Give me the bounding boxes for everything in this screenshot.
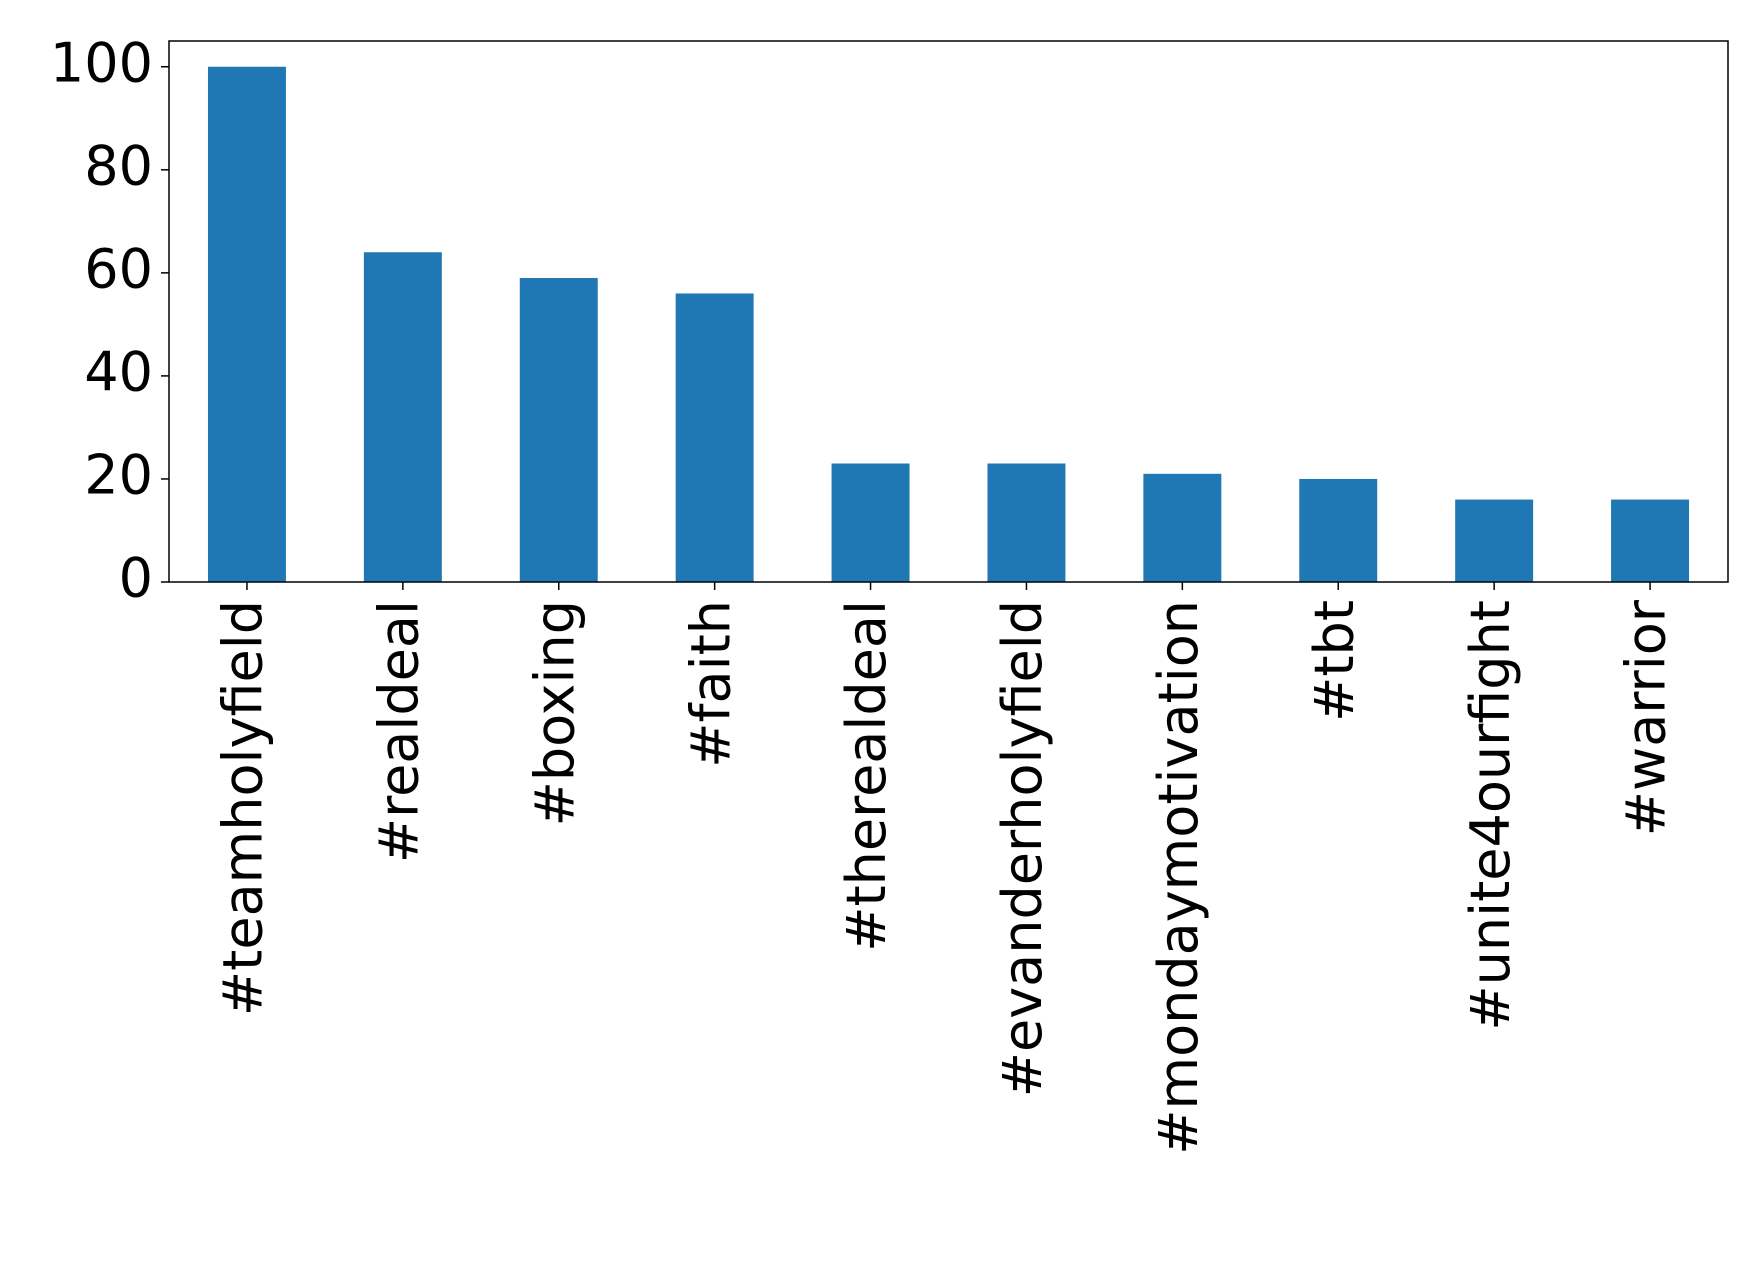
bar <box>1455 499 1534 582</box>
bar <box>987 463 1066 582</box>
x-tick-label: #therealdeal <box>835 600 898 952</box>
y-tick-label: 80 <box>84 134 153 197</box>
x-tick-label: #boxing <box>523 600 586 826</box>
x-tick-label: #evanderholyfield <box>991 600 1054 1097</box>
bar <box>675 293 754 582</box>
bar <box>519 278 598 582</box>
x-tick-label: #unite4ourfight <box>1459 600 1522 1031</box>
y-tick-label: 20 <box>84 444 153 507</box>
y-tick-label: 60 <box>84 237 153 300</box>
x-tick-label: #teamholyfield <box>212 600 275 1016</box>
bar <box>1299 478 1378 582</box>
y-tick-label: 100 <box>50 31 153 94</box>
x-tick-label: #tbt <box>1303 600 1366 722</box>
bar <box>831 463 910 582</box>
bar <box>1611 499 1690 582</box>
x-tick-label: #faith <box>679 600 742 768</box>
bar <box>1143 473 1222 582</box>
bar <box>207 66 286 582</box>
y-tick-label: 40 <box>84 341 153 404</box>
x-tick-label: #mondaymotivation <box>1147 600 1210 1155</box>
plot-frame <box>168 40 1729 583</box>
x-tick-label: #warrior <box>1615 599 1678 836</box>
y-tick-label: 0 <box>119 547 153 610</box>
bar <box>363 252 442 582</box>
x-tick-label: #realdeal <box>367 600 430 863</box>
